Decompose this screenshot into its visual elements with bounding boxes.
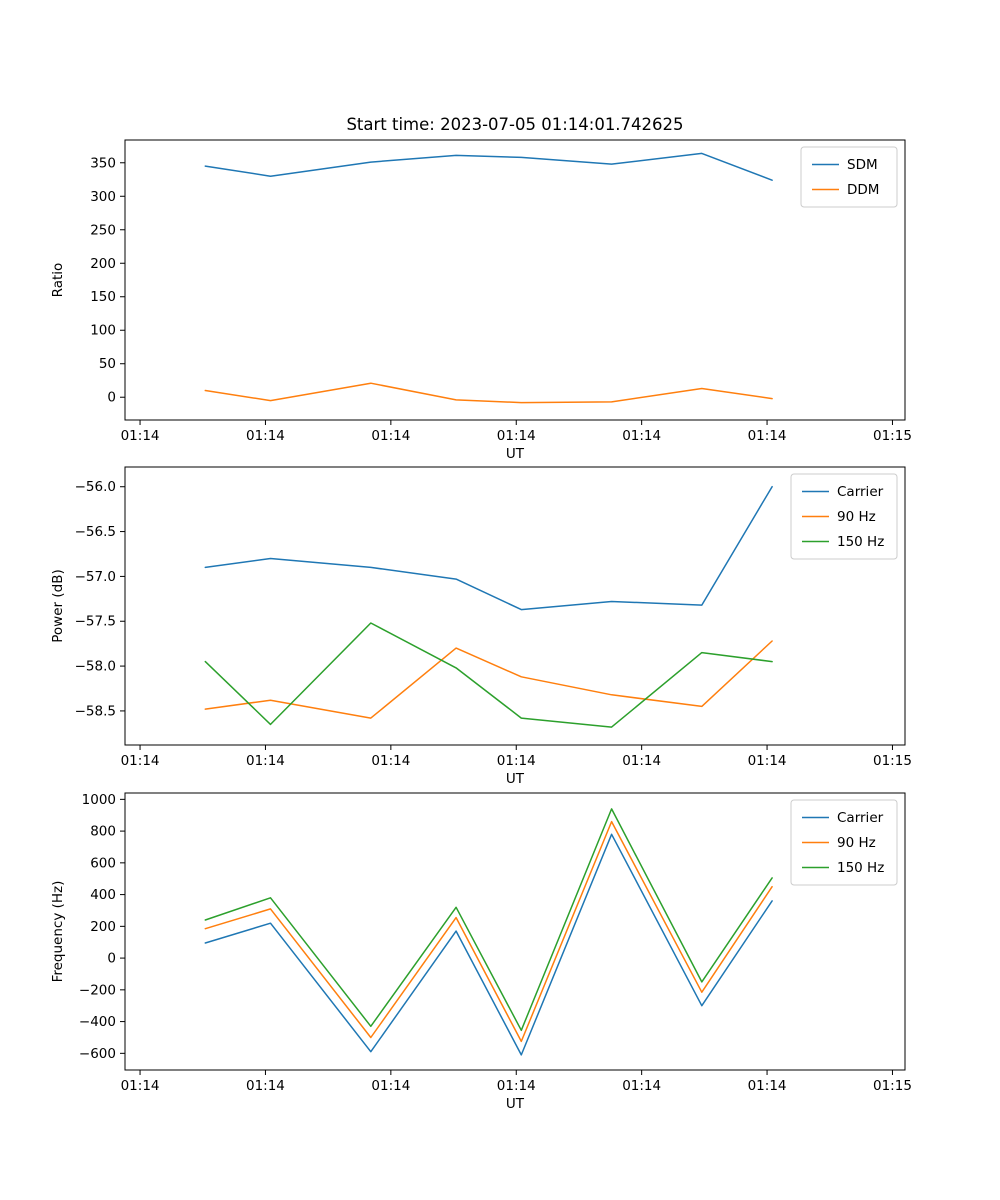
y-tick-label: 800 [90,824,116,840]
series-line-carrier [204,833,773,1056]
y-axis: −58.5 −58.0 −57.5 −57.0 −56.5 −56.0 [75,479,125,719]
x-tick-label: 01:14 [622,428,661,444]
x-tick-label: 01:14 [748,428,787,444]
y-tick-label: −200 [79,982,116,998]
legend-box [800,146,898,208]
y-tick-label: 0 [107,390,116,406]
y-tick-label: 100 [90,323,116,339]
legend-label: DDM [847,182,879,198]
legend: Carrier 90 Hz 150 Hz [790,473,898,560]
x-tick-label: 01:14 [622,753,661,769]
series-line-ddm [204,382,773,404]
legend-label: 150 Hz [837,860,884,876]
x-axis-label: UT [506,1096,525,1112]
x-tick-label: 01:14 [121,753,160,769]
y-tick-label: −58.5 [75,703,116,719]
series-line-90-hz [204,640,773,719]
y-tick-label: 200 [90,256,116,272]
y-axis-label: Ratio [50,263,66,298]
x-tick-label: 01:15 [873,1078,912,1094]
y-axis-label: Frequency (Hz) [50,881,66,983]
x-axis: 01:14 01:14 01:14 01:14 01:14 01:14 01:15 [121,745,912,769]
x-tick-label: 01:14 [748,1078,787,1094]
x-tick-label: 01:14 [748,753,787,769]
legend-box [790,799,898,886]
x-axis-label: UT [506,446,525,462]
y-tick-label: −400 [79,1014,116,1030]
y-axis: 0 50 100 150 200 250 300 350 [90,155,125,406]
y-tick-label: −600 [79,1046,116,1062]
chart-title: Start time: 2023-07-05 01:14:01.742625 [346,115,683,134]
x-tick-label: 01:14 [622,1078,661,1094]
x-tick-label: 01:14 [497,753,536,769]
plot-border [124,466,906,746]
y-tick-label: −58.0 [75,659,116,675]
series-line-150-hz [204,808,773,1032]
y-tick-label: 0 [107,951,116,967]
y-tick-label: 200 [90,919,116,935]
y-tick-label: 50 [99,356,116,372]
x-tick-label: 01:14 [371,753,410,769]
x-tick-label: 01:15 [873,428,912,444]
legend: SDM DDM [800,146,898,208]
y-tick-label: −56.5 [75,524,116,540]
x-tick-label: 01:14 [371,1078,410,1094]
x-axis: 01:14 01:14 01:14 01:14 01:14 01:14 01:15 [121,1070,912,1094]
y-axis: −600 −400 −200 0 200 400 600 800 1000 [79,792,125,1062]
series-line-90-hz [204,820,773,1043]
x-axis-label: UT [506,771,525,787]
x-tick-label: 01:14 [497,428,536,444]
legend-label: 150 Hz [837,534,884,550]
y-tick-label: −57.5 [75,614,116,630]
series-line-sdm [204,152,773,181]
legend-label: Carrier [837,810,884,826]
x-tick-label: 01:15 [873,753,912,769]
x-tick-label: 01:14 [246,1078,285,1094]
y-tick-label: 250 [90,222,116,238]
legend: Carrier 90 Hz 150 Hz [790,799,898,886]
series-line-carrier [204,485,773,611]
x-tick-label: 01:14 [121,428,160,444]
y-tick-label: 600 [90,855,116,871]
y-tick-label: 300 [90,189,116,205]
subplot-3: 01:14 01:14 01:14 01:14 01:14 01:14 01:15−600−… [50,792,912,1112]
subplot-2: 01:14 01:14 01:14 01:14 01:14 01:14 01:15 −58.5… [50,466,912,787]
x-axis: 01:14 01:14 01:14 01:14 01:14 01:14 01:15 [121,420,912,444]
y-tick-label: 400 [90,887,116,903]
y-tick-label: 350 [90,155,116,171]
plot-border [124,139,906,421]
legend-label: 90 Hz [837,509,876,525]
y-tick-label: 1000 [82,792,116,808]
legend-label: SDM [847,157,878,173]
legend-label: 90 Hz [837,835,876,851]
x-tick-label: 01:14 [371,428,410,444]
y-tick-label: 150 [90,289,116,305]
x-tick-label: 01:14 [246,428,285,444]
plot-border [124,792,906,1071]
y-axis-label: Power (dB) [50,569,66,642]
legend-label: Carrier [837,484,884,500]
x-tick-label: 01:14 [121,1078,160,1094]
subplot-1: 01:14 01:14 01:14 01:14 01:14 01:14 01:15 0 50 10… [50,115,912,462]
x-tick-label: 01:14 [497,1078,536,1094]
legend-box [790,473,898,560]
series-line-150-hz [204,622,773,728]
y-tick-label: −56.0 [75,479,116,495]
x-tick-label: 01:14 [246,753,285,769]
y-tick-label: −57.0 [75,569,116,585]
